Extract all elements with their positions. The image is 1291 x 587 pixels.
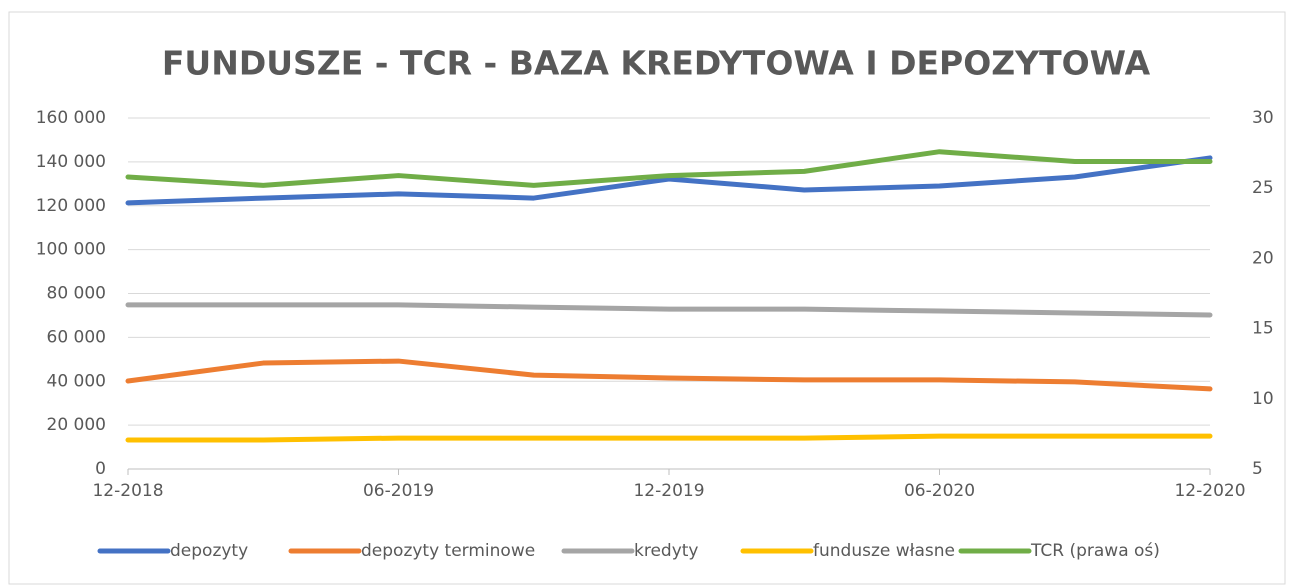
series-line xyxy=(125,358,1213,392)
y-tick-label: 0 xyxy=(95,459,106,479)
series-line xyxy=(125,149,1213,188)
y2-tick-label: 25 xyxy=(1252,178,1274,198)
x-tick-label: 06-2020 xyxy=(904,481,975,501)
legend-label: fundusze własne xyxy=(813,541,955,561)
x-tick-label: 12-2019 xyxy=(633,481,704,501)
x-tick-label: 06-2019 xyxy=(363,481,434,501)
legend-label: depozyty terminowe xyxy=(361,541,535,561)
y-tick-label: 140 000 xyxy=(36,152,106,172)
y-tick-label: 160 000 xyxy=(36,108,106,128)
chart-title: FUNDUSZE - TCR - BAZA KREDYTOWA I DEPOZY… xyxy=(162,44,1151,83)
y2-tick-label: 20 xyxy=(1252,248,1274,268)
series-line xyxy=(125,155,1213,206)
x-tick-label: 12-2020 xyxy=(1174,481,1245,501)
legend-label: TCR (prawa oś) xyxy=(1030,541,1160,561)
y2-tick-label: 10 xyxy=(1252,389,1274,409)
y-tick-label: 80 000 xyxy=(47,284,106,304)
series-line xyxy=(125,433,1213,443)
chart-frame xyxy=(8,11,1286,585)
y2-tick-label: 30 xyxy=(1252,108,1274,128)
x-tick-label: 12-2018 xyxy=(92,481,163,501)
y-tick-label: 60 000 xyxy=(47,327,106,347)
y2-tick-label: 15 xyxy=(1252,319,1274,339)
y-tick-label: 40 000 xyxy=(47,371,106,391)
legend-label: kredyty xyxy=(634,541,699,561)
y2-tick-label: 5 xyxy=(1252,459,1263,479)
y-tick-label: 20 000 xyxy=(47,415,106,435)
y-tick-label: 120 000 xyxy=(36,196,106,216)
legend-label: depozyty xyxy=(170,541,248,561)
y-tick-label: 100 000 xyxy=(36,240,106,260)
series-line xyxy=(125,302,1213,318)
